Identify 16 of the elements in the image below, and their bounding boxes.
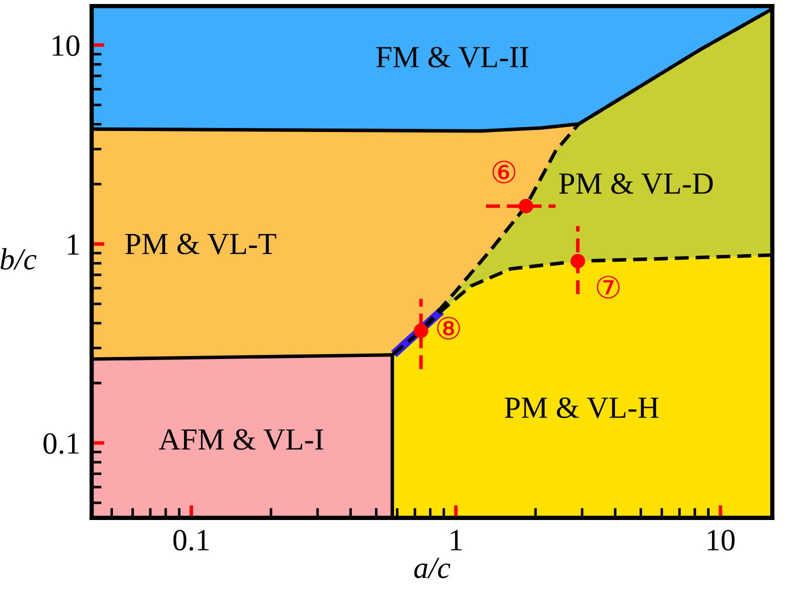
annotation: PM & VL-H [504,397,659,418]
x-tick-label: 1 [450,530,462,550]
data-label: ⑥ [492,160,516,184]
y-axis-title: b/c [0,248,36,270]
annotation: PM & VL-T [125,234,276,254]
y-tick-label: 1 [68,234,79,255]
x-axis-title: a/c [414,558,450,578]
x-tick-label: 0.1 [173,530,209,551]
y-tick-label: 10 [52,35,80,56]
data-label: ⑦ [596,276,620,299]
annotation: AFM & VL-I [158,429,324,450]
data-label: ⑧ [437,316,460,340]
x-tick-label: 10 [708,530,735,551]
annotation: PM & VL-D [559,173,713,194]
y-tick-label: 0.1 [44,433,79,454]
annotation: FM & VL-II [376,46,528,68]
